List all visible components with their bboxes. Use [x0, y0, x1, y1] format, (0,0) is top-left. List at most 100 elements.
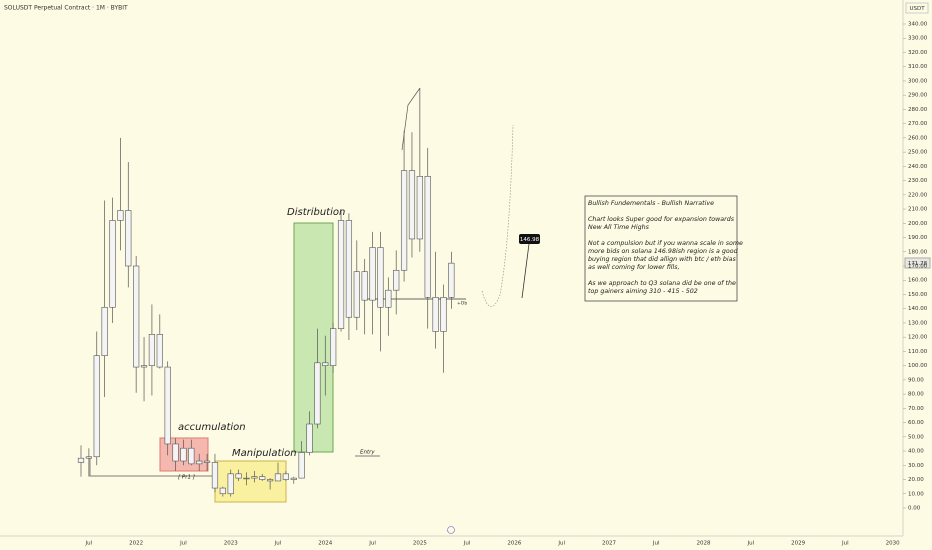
y-tick-label: 170.00	[908, 264, 928, 270]
entry-label: Entry	[360, 450, 375, 456]
y-tick-label: 240.00	[908, 164, 928, 170]
y-tick-label: 50.00	[908, 434, 924, 440]
event-marker	[447, 526, 455, 534]
candle-body	[140, 365, 148, 368]
ob-label: +Ob	[457, 301, 467, 307]
candle-body	[133, 265, 140, 368]
note-line: Chart looks Super good for expansion tow…	[588, 215, 735, 223]
y-tick-label: 80.00	[908, 392, 924, 398]
x-tick-label: 2024	[318, 541, 332, 547]
candle-body	[211, 462, 219, 489]
x-tick-label: Jul	[85, 541, 93, 547]
y-tick-label: 210.00	[908, 207, 928, 213]
y-tick-label: 110.00	[908, 349, 928, 355]
candle-body	[337, 220, 345, 329]
candle-body	[361, 271, 368, 301]
candle-body	[448, 262, 455, 298]
y-tick-label: 120.00	[908, 335, 928, 341]
y-tick-label: 230.00	[908, 178, 928, 184]
manipulation-zone	[214, 460, 287, 503]
y-tick-label: 60.00	[908, 420, 924, 426]
x-tick-label: Jul	[557, 541, 565, 547]
currency: USDT	[909, 6, 925, 12]
y-tick-label: 0.00	[908, 506, 921, 512]
y-tick-label: 100.00	[908, 363, 928, 369]
y-tick-label: 200.00	[908, 221, 928, 227]
y-tick-label: 340.00	[908, 22, 928, 28]
candle-body	[314, 362, 321, 425]
note-line: New All Time Highs	[588, 224, 650, 231]
candle-body	[282, 473, 289, 480]
candle-body	[440, 297, 447, 332]
candle-body	[267, 479, 274, 482]
y-tick-label: 40.00	[908, 449, 924, 455]
x-tick-label: 2030	[886, 541, 900, 547]
y-tick-label: 300.00	[908, 78, 928, 84]
candle-body	[353, 271, 360, 318]
note-line: more bids on solana 146.98ish region is …	[588, 248, 739, 255]
candle-body	[180, 447, 187, 462]
x-tick-label: Jul	[841, 541, 849, 547]
note-line: top gainers aiming 310 - 415 - 502	[588, 287, 698, 295]
pr1-bracket	[89, 458, 215, 477]
chart-title: SOLUSDT Perpetual Contract · 1M · BYBIT	[4, 5, 128, 12]
note-line: Bullish Fundementals - Bullish Narrative	[588, 199, 714, 207]
candle-body	[393, 269, 400, 291]
y-tick-label: 20.00	[908, 477, 924, 483]
distribution-label: Distribution	[287, 207, 345, 218]
candle-body	[164, 366, 171, 445]
candle-body	[369, 247, 376, 301]
entry-price-box	[519, 234, 540, 244]
x-tick-label: Jul	[274, 541, 282, 547]
y-tick-label: 160.00	[908, 278, 928, 284]
y-tick-label: 30.00	[908, 463, 924, 469]
x-tick-label: Jul	[179, 541, 187, 547]
candle-body	[259, 476, 266, 480]
candle-body	[203, 460, 211, 463]
candle-body	[125, 210, 132, 267]
last-price-box	[904, 257, 931, 269]
x-tick-label: Jul	[746, 541, 754, 547]
note-line: Not a compulsion but if you wanna scale …	[588, 239, 743, 247]
pr1-label: [ Pr1 ]	[178, 475, 195, 481]
candle-body	[377, 247, 384, 308]
y-tick-label: 130.00	[908, 320, 928, 326]
x-tick-label: 2027	[602, 541, 616, 547]
entry-price: 146.98	[520, 237, 540, 243]
accumulation-label: accumulation	[178, 422, 246, 433]
note-line: as well coming for lower fills,	[588, 264, 680, 271]
y-tick-label: 310.00	[908, 64, 928, 70]
candle-body	[251, 476, 258, 479]
candle-body	[330, 328, 337, 366]
candle-body	[109, 220, 116, 308]
x-tick-label: 2023	[224, 541, 238, 547]
currency-box	[905, 2, 929, 14]
x-tick-label: 2026	[507, 541, 521, 547]
note-box	[584, 195, 738, 302]
candle-body	[385, 289, 392, 308]
x-tick-label: 2022	[129, 541, 143, 547]
note-line: buying region that did allign with btc /…	[588, 255, 736, 263]
candle-body	[235, 473, 242, 479]
x-tick-label: 2025	[413, 541, 427, 547]
candle-body	[306, 423, 313, 453]
x-tick-label: Jul	[368, 541, 376, 547]
candle-body	[148, 334, 156, 366]
y-tick-label: 10.00	[908, 491, 924, 497]
candle-body	[77, 457, 85, 463]
candle-body	[290, 477, 297, 480]
y-tick-label: 260.00	[908, 135, 928, 141]
candle-body	[117, 210, 124, 221]
last-price: 171.78	[908, 261, 928, 267]
y-tick-label: 90.00	[908, 377, 924, 383]
candle-body	[172, 443, 179, 462]
y-tick-label: 150.00	[908, 292, 928, 298]
y-tick-label: 180.00	[908, 249, 928, 255]
y-tick-label: 290.00	[908, 93, 928, 99]
candle-body	[416, 176, 423, 240]
candle-body	[101, 306, 108, 356]
candle-body	[243, 477, 250, 480]
note-lines: Bullish Fundementals - Bullish Narrative…	[587, 199, 743, 295]
